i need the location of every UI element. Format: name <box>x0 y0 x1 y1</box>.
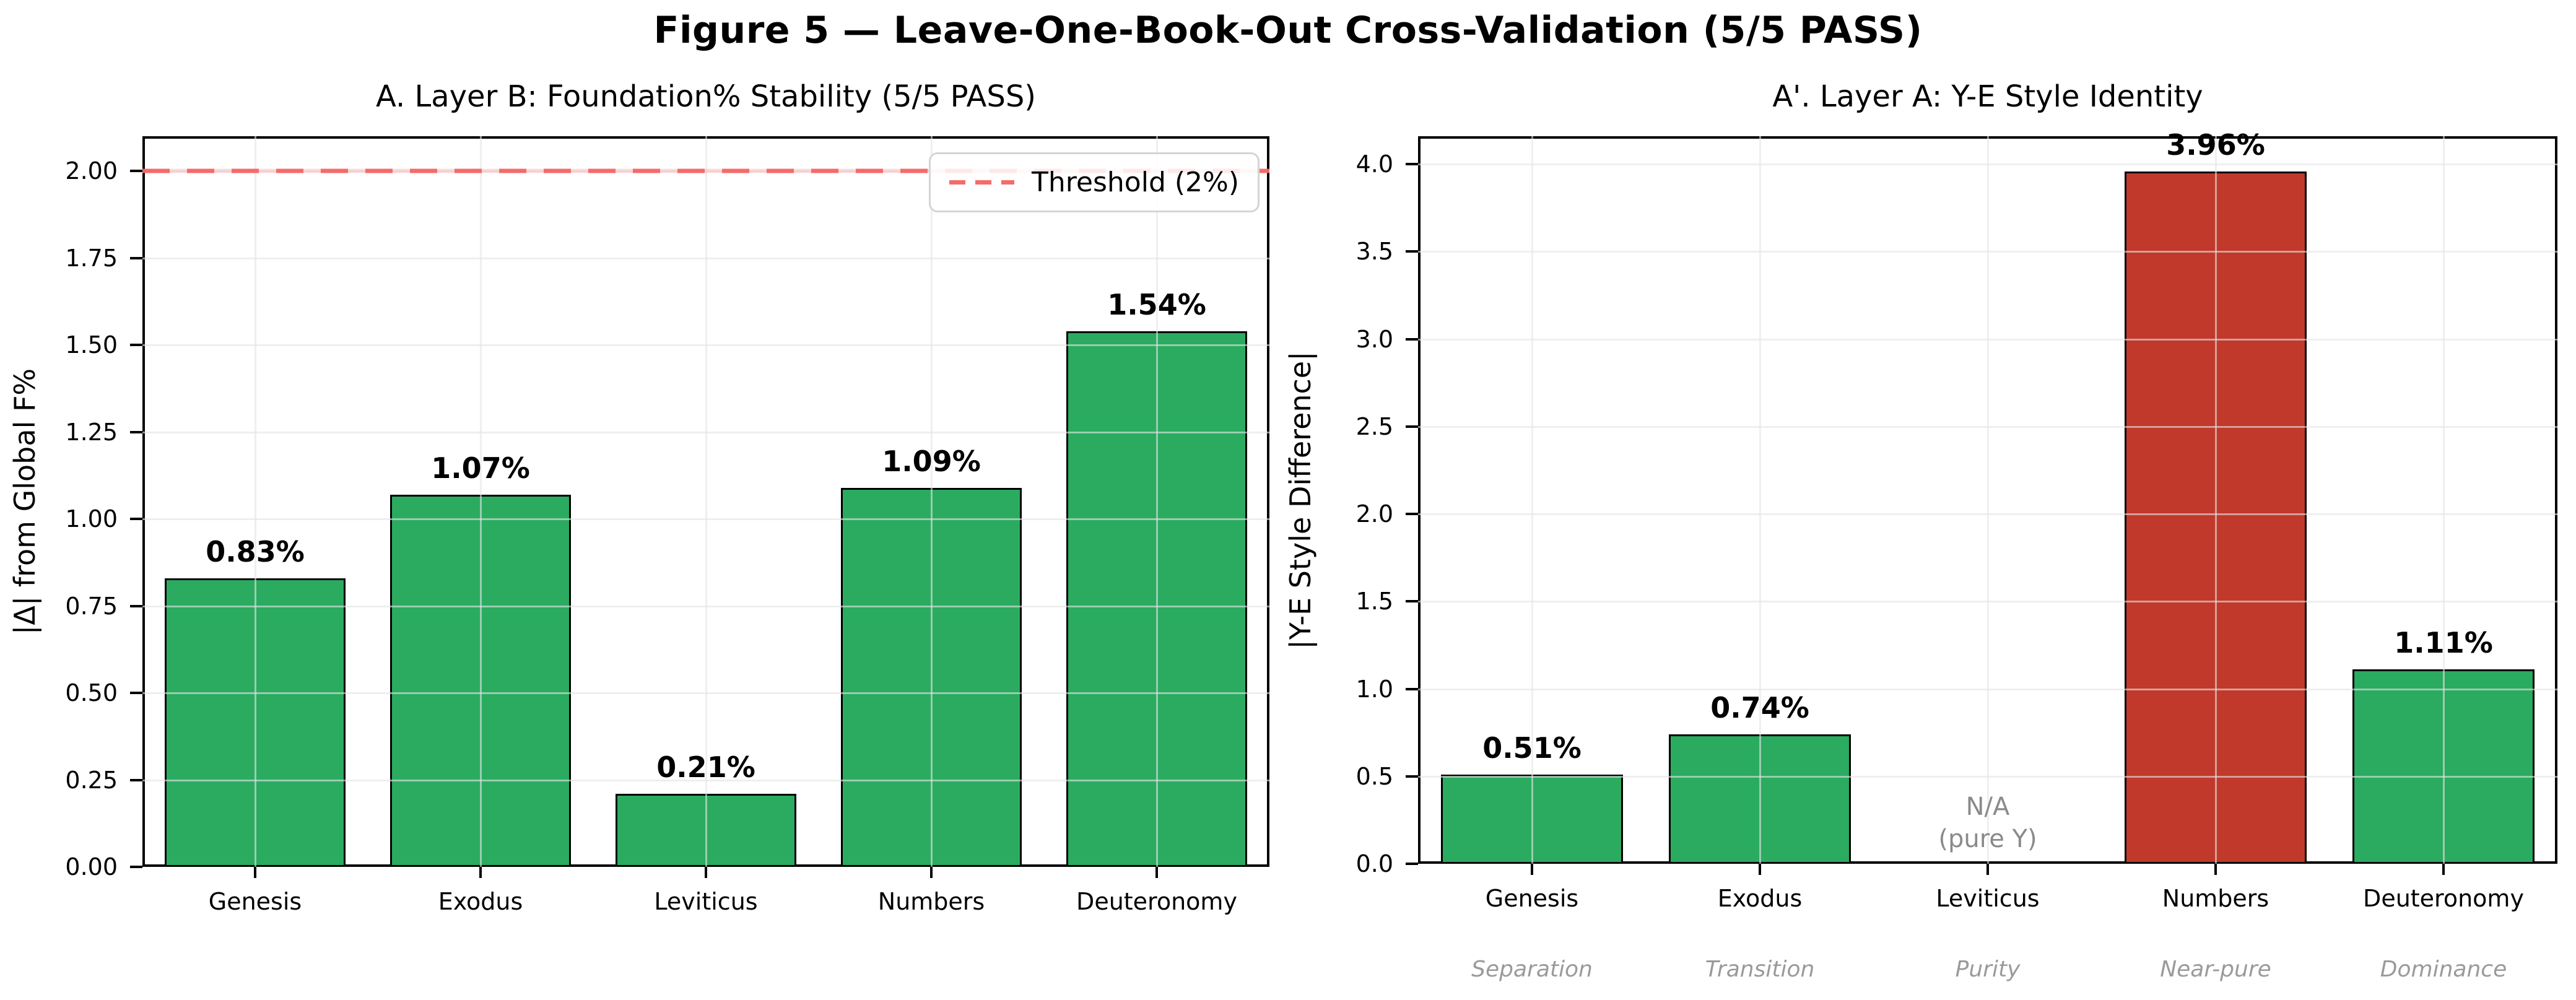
y-tick-label: 0.75 <box>65 592 118 620</box>
bar-value-label: 1.54% <box>1107 287 1206 321</box>
x-tick-label: Deuteronomy <box>1076 888 1237 915</box>
x-tick-label: Leviticus <box>1936 885 2040 912</box>
y-tick <box>130 430 142 433</box>
x-tick <box>930 867 933 878</box>
y-tick-label: 1.25 <box>65 418 118 446</box>
bar-value-label: 1.07% <box>431 451 530 485</box>
bar-genesis <box>1440 774 1624 864</box>
y-tick-label: 2.0 <box>1355 500 1393 528</box>
annotation-purity: Purity <box>1955 957 2021 982</box>
x-tick-label: Exodus <box>1717 885 1803 912</box>
y-tick-label: 1.75 <box>65 244 118 272</box>
bar-value-label: 1.11% <box>2394 626 2493 660</box>
y-tick-label: 0.50 <box>65 679 118 707</box>
legend: Threshold (2%) <box>929 152 1260 212</box>
y-tick-label: 0.5 <box>1355 762 1393 790</box>
x-tick <box>1531 864 1533 875</box>
y-tick <box>1406 337 1418 341</box>
annotation-separation: Separation <box>1471 957 1593 982</box>
y-tick <box>130 170 142 173</box>
bar-value-label: 0.51% <box>1482 731 1582 765</box>
y-tick <box>130 866 142 868</box>
x-tick-label: Leviticus <box>654 888 758 915</box>
y-tick <box>1406 250 1418 253</box>
y-tick-label: 2.5 <box>1355 412 1393 440</box>
y-tick-label: 1.5 <box>1355 588 1393 615</box>
y-tick-label: 3.0 <box>1355 325 1393 353</box>
annotation-near-pure: Near-pure <box>2160 957 2271 982</box>
legend-threshold-line-sample <box>949 180 1015 185</box>
bar-exodus <box>390 494 571 867</box>
bar-leviticus <box>616 794 796 867</box>
y-tick-label: 1.0 <box>1355 675 1393 703</box>
bar-deuteronomy <box>1066 331 1247 867</box>
y-tick <box>130 344 142 347</box>
x-tick <box>254 867 256 878</box>
y-tick-label: 0.00 <box>65 853 118 880</box>
y-tick-label: 0.0 <box>1355 850 1393 877</box>
y-tick <box>130 256 142 259</box>
annotation-transition: Transition <box>1705 957 1815 982</box>
bar-numbers <box>841 487 1022 867</box>
x-tick <box>2442 864 2445 875</box>
y-tick <box>1406 775 1418 778</box>
x-tick <box>2214 864 2217 875</box>
annotation-dominance: Dominance <box>2380 957 2507 982</box>
bar-value-label: 0.74% <box>1710 691 1809 724</box>
y-tick-label: 4.0 <box>1355 150 1393 178</box>
y-tick <box>130 692 142 695</box>
y-tick <box>130 518 142 521</box>
x-tick <box>1759 864 1761 875</box>
x-tick-label: Genesis <box>208 888 302 915</box>
x-tick-label: Genesis <box>1485 885 1579 912</box>
bar-deuteronomy <box>2352 669 2535 864</box>
x-tick <box>479 867 482 878</box>
bar-value-label: 0.83% <box>206 534 305 568</box>
plot-title-right: A'. Layer A: Y-E Style Identity <box>1772 79 2203 114</box>
figure-title: Figure 5 — Leave-One-Book-Out Cross-Vali… <box>653 9 1923 52</box>
plot-foundation-stability: A. Layer B: Foundation% Stability (5/5 P… <box>8 79 1269 915</box>
y-tick-label: 3.5 <box>1355 238 1393 266</box>
plot-title-left: A. Layer B: Foundation% Stability (5/5 P… <box>375 79 1037 114</box>
bar-numbers <box>2124 171 2307 864</box>
y-tick <box>1406 687 1418 690</box>
y-tick <box>130 778 142 781</box>
bar-genesis <box>165 578 346 867</box>
y-tick <box>1406 513 1418 516</box>
x-tick-label: Numbers <box>2162 885 2269 912</box>
x-tick <box>705 867 707 878</box>
x-tick-label: Exodus <box>438 888 523 915</box>
plot-style-identity: A'. Layer A: Y-E Style Identity |Y-E Sty… <box>1284 79 2557 982</box>
na-label: N/A (pure Y) <box>1938 793 2037 853</box>
x-tick <box>1986 864 1989 875</box>
y-tick <box>1406 863 1418 865</box>
legend-label: Threshold (2%) <box>1032 167 1239 198</box>
bar-value-label: 3.96% <box>2166 128 2265 162</box>
y-tick <box>1406 425 1418 428</box>
bar-value-label: 0.21% <box>656 750 755 784</box>
x-tick-label: Numbers <box>877 888 985 915</box>
x-tick-label: Deuteronomy <box>2363 885 2524 912</box>
x-tick <box>1155 867 1158 878</box>
bar-value-label: 1.09% <box>882 444 981 478</box>
y-tick <box>1406 163 1418 166</box>
bar-exodus <box>1668 734 1852 864</box>
y-tick-label: 0.25 <box>65 766 118 794</box>
y-tick-label: 1.50 <box>65 331 118 359</box>
y-tick-label: 2.00 <box>65 157 118 185</box>
y-tick <box>1406 600 1418 603</box>
y-tick-label: 1.00 <box>65 505 118 533</box>
y-tick <box>130 604 142 607</box>
